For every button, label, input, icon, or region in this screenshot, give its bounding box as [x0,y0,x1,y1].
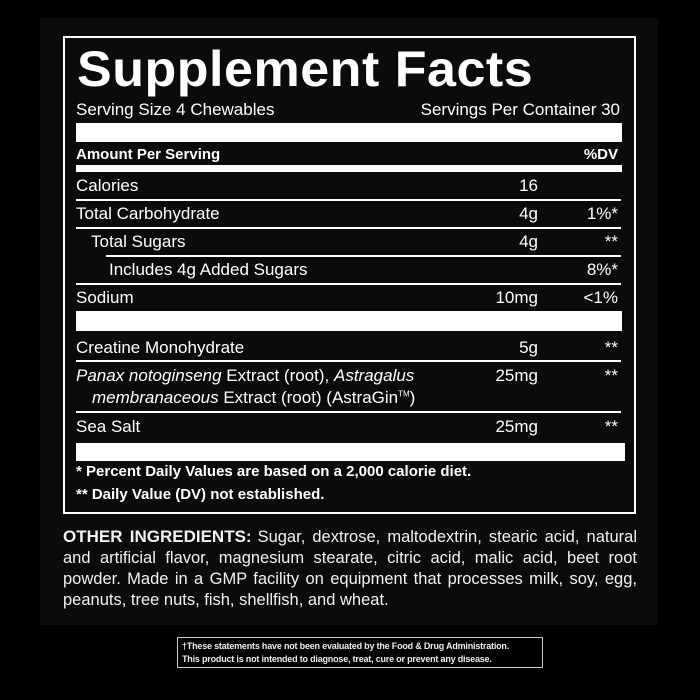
row-dv: ** [604,366,618,385]
divider-thick [76,443,625,461]
other-ingredients: OTHER INGREDIENTS: Sugar, dextrose, malto… [63,526,637,611]
row-dv: <1% [583,288,619,307]
row-amount: 25mg [495,366,538,385]
row-label: Total Carbohydrate [76,204,220,223]
row-amount: 25mg [495,417,538,436]
divider-medium [76,165,622,172]
row-label: Includes 4g Added Sugars [109,260,308,279]
row-dv: ** [604,417,618,436]
other-ingredients-heading: OTHER INGREDIENTS: [63,527,252,546]
amount-per-serving-header: Amount Per Serving [76,146,221,163]
fda-disclaimer: †These statements have not been evaluate… [177,637,543,668]
row-amount: 4g [519,204,538,223]
row-dv: 8%* [586,260,618,279]
divider [106,255,621,257]
title: Supplement Facts [77,41,534,97]
divider [76,411,621,413]
divider-thick [76,311,622,331]
row-label-continued: membranaceous Extract (root) (AstraGinTM… [92,388,416,407]
row-dv: ** [604,232,618,251]
row-amount: 16 [519,176,538,195]
row-label: Calories [76,176,139,195]
row-label: Sodium [76,288,134,307]
supplement-facts-panel: Supplement Facts Serving Size 4 Chewable… [63,36,636,514]
servings-per-container: Servings Per Container 30 [420,100,620,119]
row-label: Total Sugars [91,232,186,251]
divider [76,227,621,229]
divider-thick [76,123,622,142]
other-ingredients-text: Sugar, dextrose, maltodextrin, stearic a… [63,528,637,609]
row-label: Panax notoginseng Extract (root), Astrag… [76,366,415,385]
divider [76,360,621,362]
row-label: Creatine Monohydrate [76,338,245,357]
row-dv: ** [604,338,618,357]
row-amount: 4g [519,232,538,251]
footnote: * Percent Daily Values are based on a 2,… [76,463,472,480]
dv-header: %DV [583,146,618,163]
serving-size: Serving Size 4 Chewables [76,100,275,119]
divider [76,199,621,201]
row-amount: 10mg [495,288,538,307]
row-amount: 5g [519,338,538,357]
row-dv: 1%* [586,204,618,223]
row-label: Sea Salt [76,417,141,436]
footnote: ** Daily Value (DV) not established. [76,486,325,503]
divider [76,283,621,285]
